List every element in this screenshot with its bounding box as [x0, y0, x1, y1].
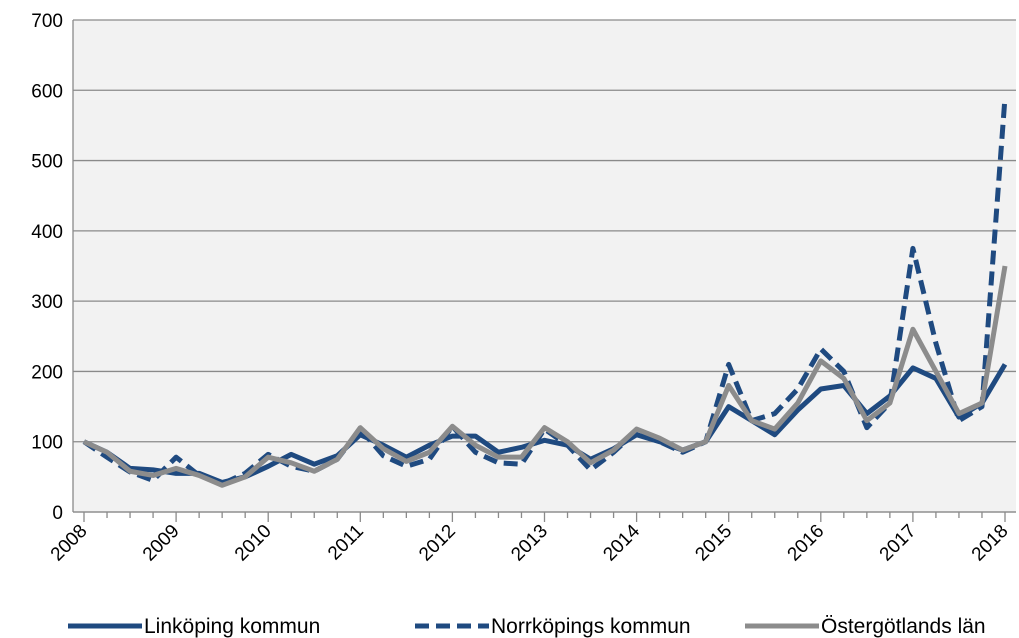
x-tick-label: 2015	[691, 521, 736, 566]
y-tick-label: 500	[31, 152, 63, 173]
x-tick-label: 2018	[968, 521, 1013, 566]
y-tick-label: 0	[52, 503, 63, 524]
x-tick-label: 2014	[599, 520, 644, 565]
y-tick-label: 100	[31, 433, 63, 454]
y-tick-label: 400	[31, 222, 63, 243]
y-tick-label: 700	[31, 11, 63, 32]
x-tick-label: 2016	[784, 521, 829, 566]
x-tick-label: 2009	[139, 521, 184, 566]
x-tick-label: 2011	[324, 521, 368, 565]
x-tick-label: 2012	[415, 521, 460, 566]
legend-label: Östergötlands län	[821, 615, 986, 638]
y-tick-label: 200	[31, 362, 63, 383]
legend-label: Norrköpings kommun	[491, 615, 691, 638]
series-line	[82, 265, 1008, 488]
x-tick-label: 2010	[231, 521, 276, 566]
x-tick-label: 2017	[876, 521, 921, 566]
y-tick-label: 600	[31, 81, 63, 102]
legend-label: Linköping kommun	[144, 615, 320, 638]
x-tick-label: 2013	[507, 521, 552, 566]
x-tick-label: 2008	[47, 521, 92, 566]
y-tick-label: 300	[31, 292, 63, 313]
